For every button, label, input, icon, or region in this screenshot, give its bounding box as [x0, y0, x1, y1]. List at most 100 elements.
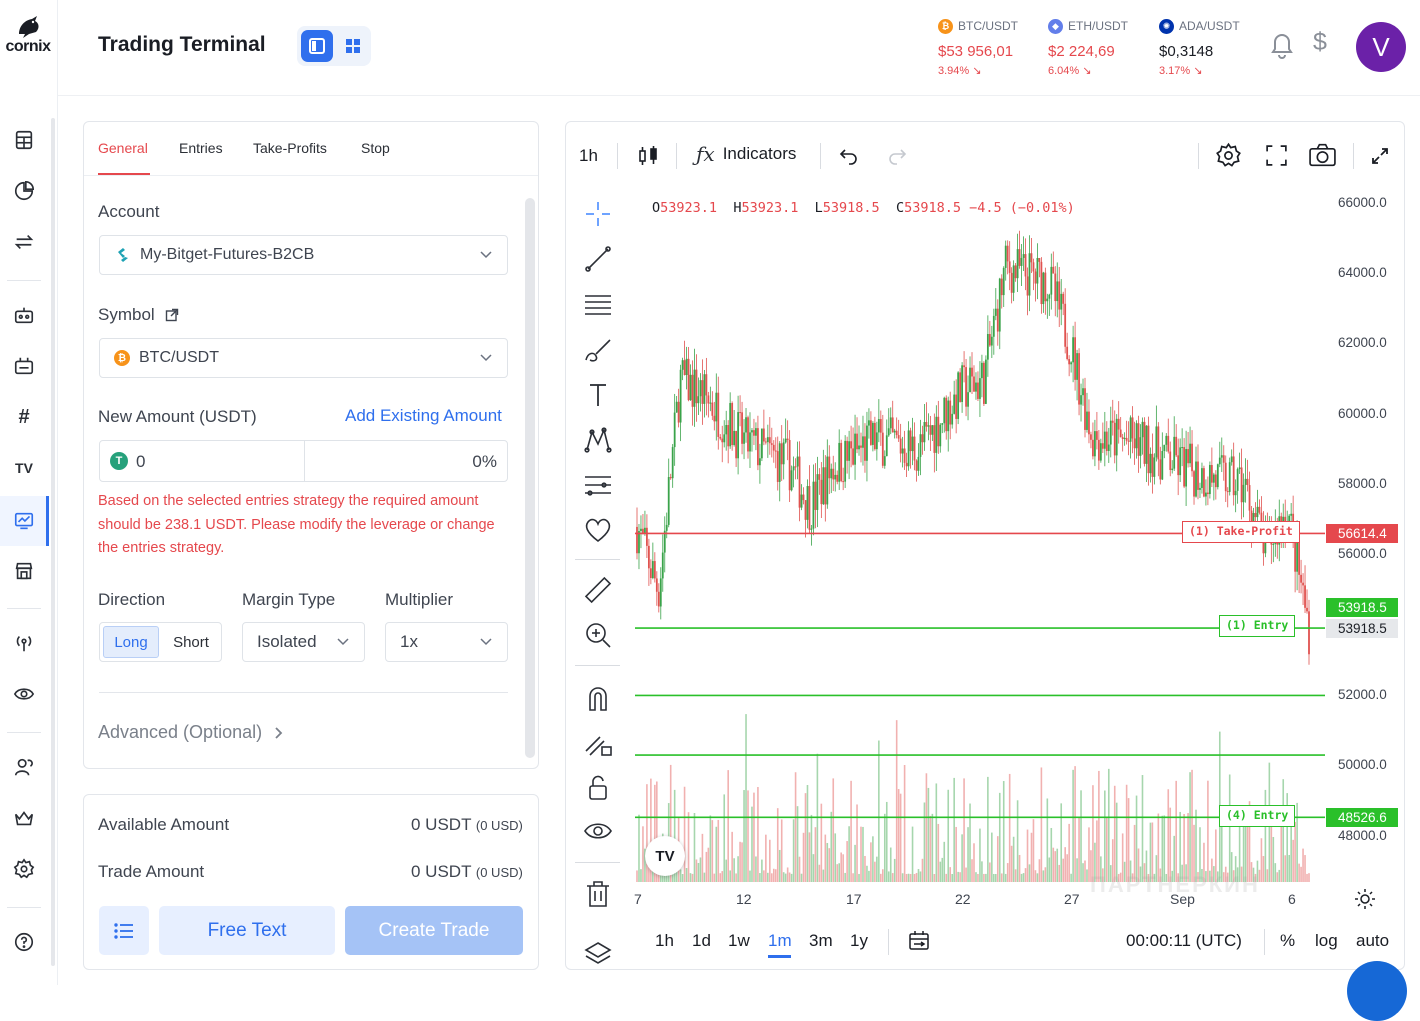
candles-icon[interactable]	[636, 144, 660, 168]
candle-body	[1006, 245, 1009, 262]
timeframe-1w[interactable]: 1w	[728, 931, 750, 950]
timeframe-1h[interactable]: 1h	[655, 931, 674, 950]
delete-tool[interactable]	[580, 876, 616, 912]
indicators-button[interactable]: ƒx Indicators	[696, 142, 796, 166]
rail-trading-terminal[interactable]	[0, 496, 48, 546]
crosshair-tool[interactable]	[580, 196, 616, 232]
layers-tool[interactable]	[580, 935, 616, 971]
zoom-tool[interactable]	[580, 617, 616, 653]
timeframe-3m[interactable]: 3m	[809, 931, 833, 950]
rail-settings[interactable]	[0, 846, 48, 892]
free-text-button[interactable]: Free Text	[159, 906, 335, 955]
candle-body	[1296, 538, 1299, 572]
rail-signals[interactable]: #	[0, 394, 48, 440]
date-range-icon[interactable]	[907, 929, 931, 953]
rail-help[interactable]	[0, 919, 48, 965]
volume-bar	[1056, 848, 1059, 882]
magnet-tool[interactable]	[580, 680, 616, 716]
ticker-eth[interactable]: ◆ ETH/USDT $2 224,69 6.04% ↘	[1048, 18, 1128, 77]
take-profit-line-label[interactable]: (1) Take-Profit	[1182, 521, 1300, 543]
camera-icon[interactable]	[1308, 142, 1337, 168]
tab-entries[interactable]: Entries	[179, 140, 223, 156]
amount-input[interactable]: 0	[136, 452, 146, 471]
multiplier-select[interactable]: 1x	[385, 622, 508, 662]
lock-drawing-tool[interactable]	[580, 725, 616, 761]
entry-price-badge: 53918.5	[1326, 598, 1398, 617]
tab-stop[interactable]: Stop	[361, 140, 390, 156]
rail-dca-bots[interactable]	[0, 343, 48, 389]
ruler-tool[interactable]	[580, 572, 616, 608]
unlock-tool[interactable]	[580, 770, 616, 806]
rail-subscription[interactable]	[0, 795, 48, 841]
redo-icon[interactable]	[886, 145, 908, 167]
timeframe-1m[interactable]: 1m	[768, 931, 792, 950]
tradingview-logo[interactable]: TV	[645, 836, 685, 876]
layout-toggle[interactable]	[297, 26, 371, 66]
fullscreen-icon[interactable]	[1264, 143, 1289, 168]
rail-broadcast[interactable]	[0, 620, 48, 666]
undo-icon[interactable]	[838, 145, 860, 167]
timeframe-1y[interactable]: 1y	[850, 931, 868, 950]
external-link-icon[interactable]	[165, 308, 179, 322]
rail-portfolio[interactable]	[0, 168, 48, 214]
sun-icon[interactable]	[1354, 888, 1376, 910]
amount-percent-input[interactable]: 0%	[472, 452, 497, 471]
advanced-toggle[interactable]: Advanced (Optional)	[98, 722, 284, 743]
form-scrollbar[interactable]	[525, 198, 535, 758]
direction-short-button[interactable]: Short	[173, 633, 209, 651]
percent-scale-toggle[interactable]: %	[1280, 931, 1296, 950]
account-select[interactable]: My-Bitget-Futures-B2CB	[99, 235, 508, 275]
expand-icon[interactable]	[1370, 146, 1390, 166]
forecast-tool[interactable]	[580, 467, 616, 503]
pattern-tool[interactable]	[580, 422, 616, 458]
trend-line-tool[interactable]	[580, 241, 616, 277]
rail-marketplace[interactable]	[0, 548, 48, 594]
chart-settings-icon[interactable]	[1215, 142, 1242, 169]
brush-tool[interactable]	[580, 332, 616, 368]
rail-scrollbar[interactable]	[51, 118, 55, 966]
rail-tradingview[interactable]: TV	[0, 445, 48, 491]
add-existing-amount-link[interactable]: Add Existing Amount	[345, 406, 502, 425]
volume-bar	[1230, 852, 1233, 882]
trade-amount-value: 0 USDT (0 USD)	[411, 862, 523, 882]
layout-grid-button[interactable]	[337, 30, 369, 62]
interval-button[interactable]: 1h	[579, 146, 598, 165]
toolbar-divider	[1264, 929, 1265, 955]
layout-split-button[interactable]	[301, 30, 333, 62]
fib-tool[interactable]	[580, 286, 616, 322]
tab-general[interactable]: General	[98, 140, 148, 156]
volume-bar	[776, 808, 779, 882]
rail-referrals[interactable]	[0, 744, 48, 790]
rail-watchlist[interactable]	[0, 671, 48, 717]
price-chart[interactable]	[635, 190, 1325, 882]
direction-long-button[interactable]: Long	[103, 626, 159, 658]
volume-bar	[1197, 872, 1199, 882]
timeframe-1d[interactable]: 1d	[692, 931, 711, 950]
entry1-line-label[interactable]: (1) Entry	[1219, 615, 1296, 637]
amount-input-group[interactable]: T 0 0%	[99, 440, 508, 482]
ticker-btc[interactable]: ₿ BTC/USDT $53 956,01 3.94% ↘	[938, 18, 1018, 77]
rail-bots[interactable]	[0, 292, 48, 338]
create-trade-button[interactable]: Create Trade	[345, 906, 523, 955]
utc-clock[interactable]: 00:00:11 (UTC)	[1126, 931, 1242, 950]
available-amount-value: 0 USDT (0 USD)	[411, 815, 523, 835]
tab-take-profits[interactable]: Take-Profits	[253, 140, 327, 156]
ticker-ada[interactable]: ✺ ADA/USDT $0,3148 3.17% ↘	[1159, 18, 1240, 77]
auto-scale-toggle[interactable]: auto	[1356, 931, 1390, 950]
log-scale-toggle[interactable]: log	[1315, 931, 1338, 950]
text-tool[interactable]	[580, 377, 616, 413]
list-button[interactable]	[99, 906, 149, 955]
dollar-icon[interactable]: $	[1313, 28, 1327, 56]
margin-type-select[interactable]: Isolated	[242, 622, 365, 662]
bell-icon[interactable]	[1268, 30, 1296, 60]
favorites-tool[interactable]	[580, 512, 616, 548]
entry4-line-label[interactable]: (4) Entry	[1219, 805, 1296, 827]
visibility-tool[interactable]	[580, 815, 616, 851]
rail-transfers[interactable]	[0, 219, 48, 265]
support-chat-button[interactable]	[1347, 961, 1407, 1021]
brand-logo[interactable]: cornix	[0, 14, 56, 64]
volume-bar	[1290, 826, 1292, 882]
avatar[interactable]: V	[1356, 22, 1406, 72]
symbol-select[interactable]: ₿ BTC/USDT	[99, 338, 508, 378]
rail-dashboard[interactable]	[0, 117, 48, 163]
